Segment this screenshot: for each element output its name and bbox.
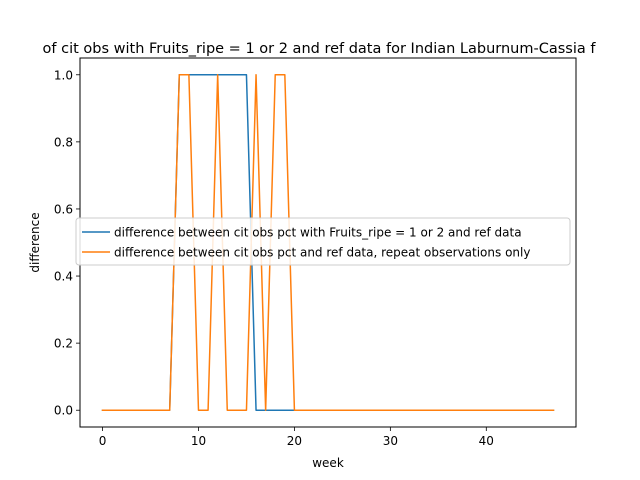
x-tick-label: 0 — [99, 434, 107, 448]
x-axis-label: week — [312, 456, 344, 470]
y-tick-label: 0.8 — [54, 135, 73, 149]
x-tick-label: 20 — [287, 434, 302, 448]
series-line-2 — [101, 74, 555, 411]
series-layer — [101, 74, 555, 411]
x-tick-label: 40 — [479, 434, 494, 448]
y-tick-label: 0.4 — [54, 270, 73, 284]
legend-label-1: difference between cit obs pct with Frui… — [114, 226, 522, 240]
y-tick-label: 0.6 — [54, 202, 73, 216]
y-axis: 0.0 0.2 0.4 0.6 0.8 1.0 — [54, 68, 80, 418]
y-tick-label: 0.0 — [54, 404, 73, 418]
y-tick-label: 0.2 — [54, 337, 73, 351]
y-tick-label: 1.0 — [54, 68, 73, 82]
x-tick-label: 30 — [383, 434, 398, 448]
y-axis-label: difference — [28, 212, 42, 272]
legend: difference between cit obs pct with Frui… — [75, 217, 571, 266]
legend-label-2: difference between cit obs pct and ref d… — [114, 246, 530, 260]
x-tick-label: 10 — [191, 434, 206, 448]
legend-frame — [75, 217, 571, 266]
x-axis: 0 10 20 30 40 — [99, 427, 494, 448]
chart-title: of cit obs with Fruits_ripe = 1 or 2 and… — [43, 41, 597, 57]
